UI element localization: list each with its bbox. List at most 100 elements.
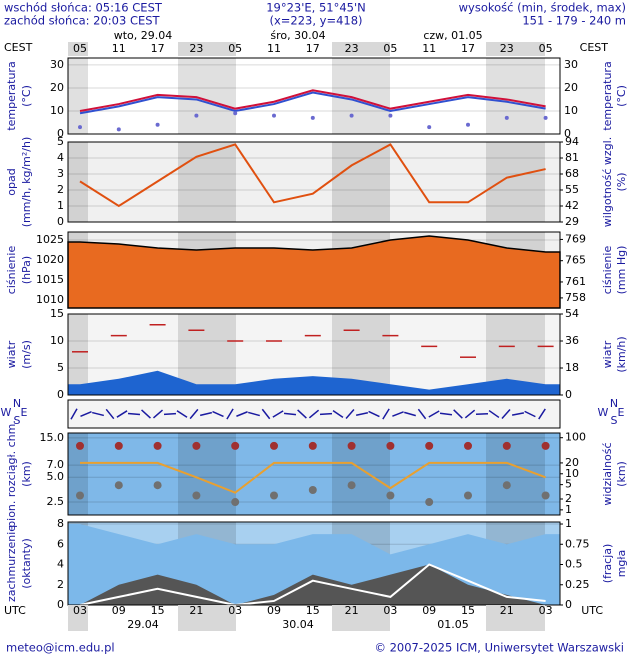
wind-arrow	[189, 408, 199, 420]
y2-tick-label: 765	[565, 254, 586, 267]
series-dot	[541, 491, 550, 500]
y-tick-label: 2.5	[47, 495, 65, 508]
series-dot	[153, 481, 162, 490]
series-dot	[541, 441, 550, 450]
coords: 19°23'E, 51°45'N	[266, 1, 366, 15]
series-line	[79, 563, 546, 607]
date-label: śro, 30.04	[270, 29, 325, 42]
wind-arrow	[297, 409, 307, 419]
night-band	[486, 142, 545, 222]
cest-tick-label: 05	[228, 42, 242, 55]
y-axis-label: (hPa)	[20, 256, 33, 284]
series-dot	[270, 491, 278, 500]
wind-arrow	[308, 409, 320, 419]
y-tick-label: 8	[57, 517, 64, 530]
y-tick-label: 4	[57, 151, 64, 164]
utc-date-label: 29.04	[127, 618, 159, 631]
series-dot	[464, 441, 472, 450]
series-dot	[386, 491, 395, 500]
y2-axis-label: (°C)	[615, 85, 628, 107]
y-axis-label: ciśnienie	[5, 246, 18, 295]
wind-arrow	[382, 408, 390, 420]
y-axis-label: (mm/h, kg/m²/h)	[20, 137, 33, 228]
night-band	[178, 142, 236, 222]
y-axis-label: zachmurzenie	[5, 525, 18, 602]
panel-frame	[67, 231, 561, 309]
series-area	[67, 235, 561, 309]
footer-email: meteo@icm.edu.pl	[6, 641, 115, 655]
utc-date-label: 01.05	[437, 618, 469, 631]
night-band	[486, 58, 545, 134]
y-tick-label: 2	[57, 578, 64, 591]
compass-label: S	[14, 414, 21, 427]
series-area	[68, 370, 560, 395]
wind-arrow	[176, 410, 188, 418]
y2-tick-label: 54	[565, 307, 579, 320]
night-band	[332, 142, 390, 222]
y2-axis-label: wilgotność wzgl.	[601, 137, 614, 227]
y2-axis-label: (km)	[615, 461, 628, 487]
y-tick-label: 10	[50, 334, 64, 347]
y-axis-label: wiatr	[5, 340, 18, 368]
compass-label: W	[1, 406, 12, 419]
y2-tick-label: 20	[565, 456, 579, 469]
y2-axis-label: temperatura	[601, 61, 614, 130]
utc-date-label: 30.04	[282, 618, 314, 631]
cest-tick-label: 05	[539, 42, 553, 55]
series-dot	[347, 441, 356, 450]
y2-tick-label: 29	[565, 215, 579, 228]
series-dot	[231, 441, 240, 450]
series-dot	[427, 125, 432, 130]
night-band	[68, 605, 88, 631]
wind-arrow	[272, 410, 284, 418]
wind-arrow	[105, 408, 115, 420]
compass-label: N	[13, 397, 21, 410]
series-dot	[114, 441, 123, 450]
y-tick-label: 5	[57, 135, 64, 148]
cest-tick-label: 17	[461, 42, 475, 55]
wind-arrow	[70, 408, 78, 420]
night-band	[68, 58, 88, 134]
series-dot	[425, 498, 434, 507]
utc-tick-label: 15	[461, 604, 475, 617]
y-tick-label: 0	[57, 598, 64, 611]
panel-frame	[67, 141, 561, 223]
y-tick-label: 0	[57, 388, 64, 401]
y2-axis-label: (mm Hg)	[615, 246, 628, 295]
utc-tick-label: 21	[345, 604, 359, 617]
series-dot	[425, 441, 434, 450]
y-tick-label: 0	[57, 215, 64, 228]
series-dot	[310, 115, 315, 120]
y-axis-label: (oktanty)	[20, 538, 33, 589]
wind-arrow	[464, 409, 476, 419]
y2-tick-label: 18	[565, 361, 579, 374]
cest-tick-label: 11	[112, 42, 126, 55]
cest-tick-label: 23	[500, 42, 514, 55]
series-dot	[502, 481, 511, 490]
y-tick-label: 3	[57, 167, 64, 180]
night-band	[486, 42, 545, 56]
utc-tick-label: 09	[267, 604, 281, 617]
wind-arrow	[511, 412, 525, 416]
header: wschód słońca: 05:16 CEST zachód słońca:…	[4, 1, 626, 28]
y2-tick-label: 758	[565, 291, 586, 304]
wind-arrow	[226, 408, 234, 420]
date-label: czw, 01.05	[423, 29, 482, 42]
y-axis-label: temperatura	[5, 61, 18, 130]
y-tick-label: 5.0	[47, 470, 65, 483]
wind-arrow	[538, 408, 546, 420]
y2-tick-label: 0	[565, 388, 572, 401]
y2-tick-label: 761	[565, 275, 586, 288]
sunrise: wschód słońca: 05:16 CEST	[4, 1, 163, 15]
wind-arrow	[355, 412, 369, 416]
y-tick-label: 20	[50, 81, 64, 94]
utc-tick-label: 03	[228, 604, 242, 617]
wind-arrow	[127, 412, 141, 416]
series-dot	[116, 127, 121, 132]
wind-arrow	[524, 410, 536, 418]
utc-tick-label: 03	[383, 604, 397, 617]
y-axis-label: (m/s)	[20, 340, 33, 369]
wind-arrow	[261, 408, 271, 420]
y-tick-label: 2	[57, 183, 64, 196]
